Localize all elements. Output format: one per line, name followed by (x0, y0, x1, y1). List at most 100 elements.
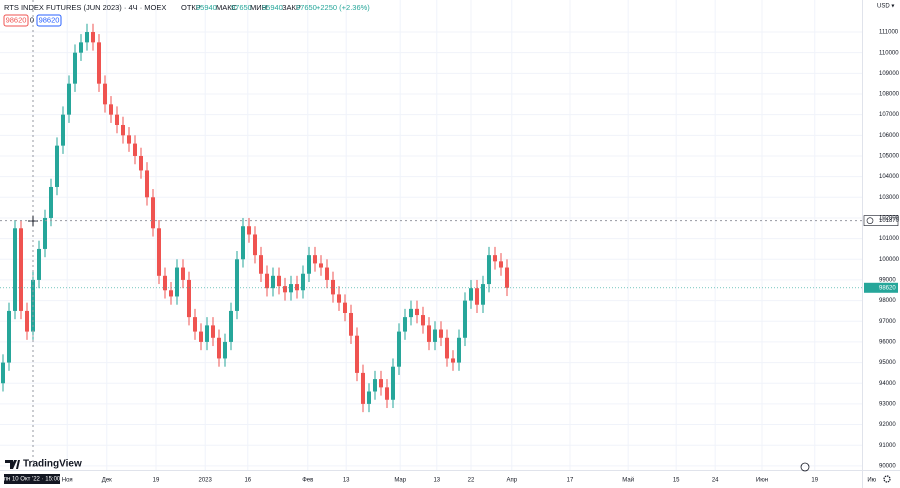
candle-body (456, 337, 461, 363)
logo-text: TradingView (23, 459, 82, 470)
y-tick-label: 96000 (879, 339, 896, 345)
settings-button[interactable] (883, 475, 891, 483)
candle-body (372, 379, 377, 392)
candle-body (90, 32, 95, 43)
candle-body (300, 273, 305, 291)
candle-body (264, 273, 269, 289)
candle-body (18, 228, 23, 311)
crosshair-price-box (863, 215, 899, 226)
candle-body (450, 358, 455, 363)
candle-body (468, 288, 473, 301)
badge-box (36, 14, 62, 27)
high-label: МАКС (216, 3, 238, 12)
candle-body (306, 255, 311, 274)
candle-body (126, 135, 131, 144)
candle-body (162, 275, 167, 291)
x-tick-label: 16 (244, 478, 251, 484)
grid (0, 0, 862, 470)
candle-body (72, 52, 77, 84)
candle-body (414, 308, 419, 316)
candle-body (396, 331, 401, 367)
candle-body (54, 145, 59, 187)
y-tick-label: 90000 (879, 463, 896, 469)
candle-body (342, 302, 347, 313)
x-tick-label: 22 (468, 478, 475, 484)
y-tick-label: 101000 (879, 236, 900, 242)
last-price-label: 98620 (879, 285, 896, 291)
crosshair-time-label: пн 10 Окт '22 · 15:00 (4, 477, 61, 483)
y-tick-label: 91000 (879, 443, 896, 449)
candle-body (438, 329, 443, 338)
badge-box (3, 14, 29, 27)
candle-body (222, 341, 227, 359)
candle-body (120, 124, 125, 136)
x-tick-label: 15 (673, 478, 680, 484)
x-tick-label: Май (622, 477, 634, 484)
candle-body (96, 42, 101, 84)
candle-body (336, 294, 341, 303)
crosshair-price-label: 101870 (879, 218, 900, 224)
overlay: 98620 101870 пн 10 Окт '22 · 15:00 (0, 215, 900, 484)
scroll-button[interactable] (800, 462, 810, 472)
candle-body (252, 234, 257, 256)
candle-body (318, 263, 323, 268)
candles (0, 23, 509, 413)
x-tick-label: Мар (394, 478, 406, 484)
candle-body (402, 317, 407, 332)
candle-body (204, 325, 209, 342)
open-label: ОТКР (181, 3, 201, 12)
candle-body (198, 331, 203, 342)
low-label: МИН (250, 3, 267, 12)
candle-body (12, 228, 17, 311)
x-tick-label: 24 (712, 478, 719, 484)
y-tick-label: 109000 (879, 71, 900, 77)
candle-body (210, 325, 215, 338)
candle-body (150, 197, 155, 229)
candle-body (360, 372, 365, 404)
y-tick-label: 106000 (879, 133, 900, 139)
candle-body (492, 255, 497, 262)
candle-body (408, 308, 413, 318)
y-tick-label: 95000 (879, 360, 896, 366)
candle-body (84, 32, 89, 43)
candle-body (192, 317, 197, 332)
candle-body (474, 288, 479, 305)
y-tick-label: 98000 (879, 298, 896, 304)
y-tick-label: 102000 (879, 216, 900, 222)
last-price-box (864, 282, 898, 293)
badge: 98620 (39, 15, 60, 24)
crosshair-time-box (4, 474, 60, 484)
candle-body (6, 310, 11, 363)
y-tick-label: 110000 (879, 50, 899, 56)
candle-body (174, 267, 179, 297)
candle-body (432, 329, 437, 342)
candle-body (168, 290, 173, 297)
candle-body (42, 217, 47, 249)
candle-body (444, 337, 449, 359)
candle-body (138, 155, 143, 171)
candle-body (276, 275, 281, 287)
candle-body (132, 143, 137, 156)
x-tick-label: 17 (567, 478, 574, 484)
x-tick-label: Апр (506, 478, 517, 484)
candle-body (330, 279, 335, 295)
close-label: ЗАКР (282, 3, 301, 12)
candle-body (288, 284, 293, 293)
y-tick-label: 111000 (879, 30, 899, 36)
badge: 98620 (6, 15, 27, 24)
candle-body (66, 83, 71, 115)
x-tick-label: 13 (433, 478, 440, 484)
change-value: +2250 (+2.36%) (316, 3, 370, 12)
open-value: 95940 (196, 3, 217, 12)
candle-body (258, 255, 263, 274)
y-tick-label: 93000 (879, 401, 896, 407)
candle-body (240, 226, 245, 260)
candle-body (108, 104, 113, 115)
candle-body (312, 255, 317, 264)
x-tick-label: Дек (102, 478, 112, 484)
candle-body (294, 284, 299, 291)
candle-body (48, 186, 53, 218)
x-tick-label: 2023 (199, 478, 213, 484)
y-tick-label: 92000 (879, 422, 896, 428)
